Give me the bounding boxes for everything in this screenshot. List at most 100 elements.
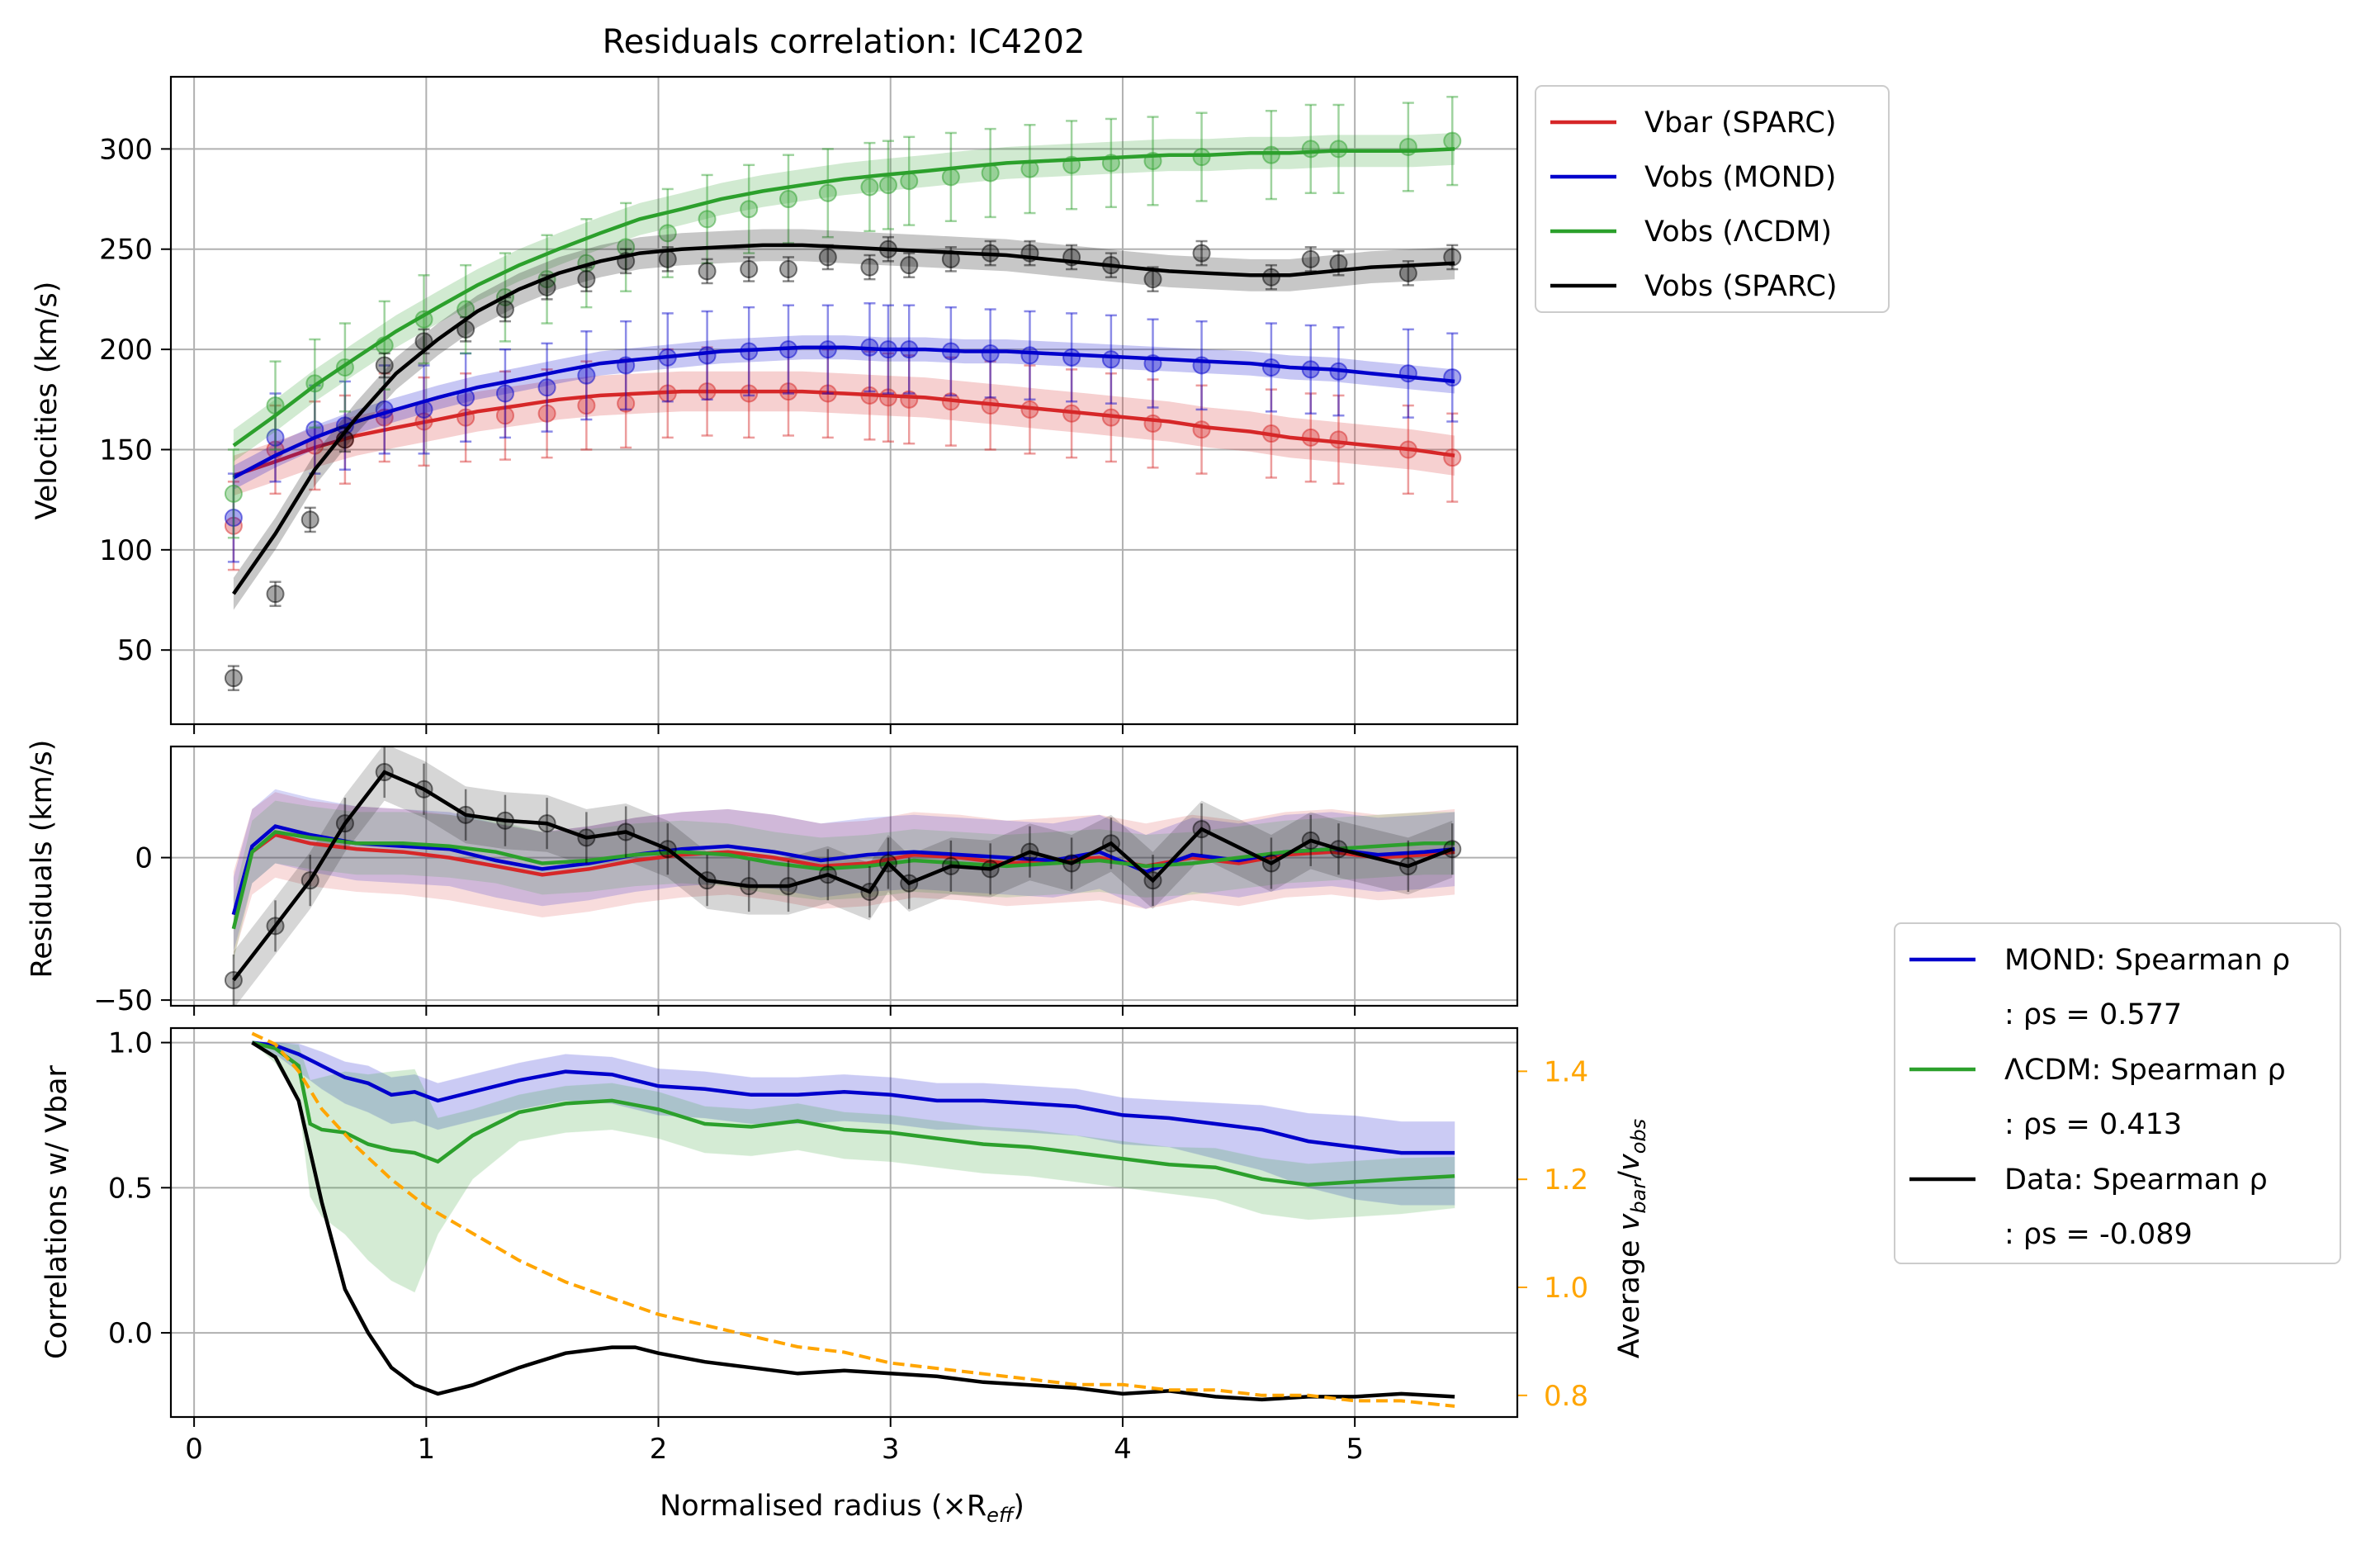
data-point xyxy=(537,404,556,423)
y-tick-label: 0.0 xyxy=(108,1317,153,1350)
series-line xyxy=(232,345,1455,480)
axes-frame xyxy=(169,75,1519,726)
legend-label: Vbar (SPARC) xyxy=(1644,107,1836,140)
data-point xyxy=(224,484,243,503)
data-point xyxy=(860,258,879,277)
data-point xyxy=(577,366,596,385)
series-line xyxy=(232,243,1455,595)
y-tick-label: 300 xyxy=(99,133,153,166)
y2-tick-label: 0.8 xyxy=(1544,1380,1588,1413)
panel-velocities: 50 100 150 200 250 300 Velocities (km/s) xyxy=(31,75,1519,734)
x-tick-label: 1 xyxy=(418,1433,436,1466)
legend-label: Vobs (ΛCDM) xyxy=(1644,216,1832,249)
data-point xyxy=(1261,268,1280,287)
confidence-band xyxy=(233,789,1455,952)
data-point xyxy=(698,210,717,229)
series-group xyxy=(224,96,1462,691)
data-point xyxy=(1192,148,1211,167)
data-point xyxy=(224,669,243,688)
panel-residuals: −50 0 Residuals (km/s) xyxy=(26,740,1519,1017)
data-point xyxy=(1101,350,1120,369)
series-line xyxy=(231,832,1455,916)
data-point xyxy=(818,340,837,359)
x-tick-label: 2 xyxy=(650,1433,668,1466)
legend-label-value: : ρs = 0.577 xyxy=(2004,998,2182,1031)
y-tick-label: 1.0 xyxy=(108,1027,153,1060)
data-point xyxy=(1443,131,1462,150)
data-point xyxy=(1301,249,1320,268)
y2-tick-label: 1.0 xyxy=(1544,1272,1588,1305)
data-point xyxy=(266,428,285,447)
series-line xyxy=(252,1040,1455,1155)
correlations-ylabel: Correlations w/ Vbar xyxy=(40,1064,73,1359)
series-line xyxy=(233,389,1455,478)
y-tick-label: 50 xyxy=(117,634,153,667)
legend-label-value: : ρs = 0.413 xyxy=(2004,1108,2182,1141)
data-point xyxy=(981,164,1000,182)
data-point xyxy=(300,510,319,529)
legend-label: ΛCDM: Spearman ρ xyxy=(2004,1054,2286,1087)
x-tick-label: 5 xyxy=(1346,1433,1364,1466)
figure-title: Residuals correlation: IC4202 xyxy=(603,23,1086,61)
data-point xyxy=(495,384,514,403)
correlations-plot-area: 0.8 1.0 1.2 1.4 0.0 0.5 1.0 0 1 2 3 4 5 xyxy=(108,1027,1588,1466)
y-tick-label: 250 xyxy=(99,234,153,267)
data-point xyxy=(941,168,960,187)
data-point xyxy=(1192,244,1211,263)
legend-label: Data: Spearman ρ xyxy=(2004,1163,2268,1197)
data-point xyxy=(1329,430,1348,449)
series-line xyxy=(251,1040,1455,1187)
data-point xyxy=(878,176,897,195)
data-point xyxy=(740,384,759,403)
data-point xyxy=(900,256,919,275)
data-point xyxy=(818,248,837,267)
x-axis-label: Normalised radius (×Reff) xyxy=(660,1490,1024,1527)
series-line xyxy=(232,147,1455,448)
data-point xyxy=(1020,346,1039,365)
x-tick-label: 0 xyxy=(185,1433,203,1466)
data-point xyxy=(779,260,798,279)
velocities-plot-area: 50 100 150 200 250 300 xyxy=(99,75,1519,734)
data-point xyxy=(698,346,717,365)
data-point xyxy=(1443,368,1462,387)
data-point xyxy=(658,224,677,243)
confidence-band xyxy=(233,792,1455,958)
data-point xyxy=(1143,270,1162,289)
data-point xyxy=(981,344,1000,363)
ratio-axis-label: Average vbar/vobs xyxy=(1613,1119,1650,1358)
y2-tick-label: 1.2 xyxy=(1544,1163,1588,1197)
axes-frame xyxy=(169,1026,1519,1419)
x-tick-label: 4 xyxy=(1114,1433,1132,1466)
y-tick-label: 0 xyxy=(135,842,153,875)
residuals-ylabel: Residuals (km/s) xyxy=(26,740,59,979)
y-tick-label: 200 xyxy=(99,334,153,367)
data-point xyxy=(1062,348,1081,367)
legend-label: Vobs (SPARC) xyxy=(1644,270,1838,303)
data-point xyxy=(658,249,677,268)
data-point xyxy=(779,190,798,209)
confidence-band xyxy=(233,229,1455,610)
velocities-ylabel: Velocities (km/s) xyxy=(31,282,64,520)
data-point xyxy=(698,262,717,281)
data-point xyxy=(495,300,514,319)
confidence-band xyxy=(233,133,1455,462)
series-line xyxy=(232,770,1454,982)
ratio-line xyxy=(251,1031,1455,1408)
legend-label: Vobs (MOND) xyxy=(1644,161,1836,194)
residuals-plot-area: −50 0 xyxy=(93,745,1519,1017)
data-point xyxy=(375,356,394,375)
data-point xyxy=(740,260,759,279)
y-tick-label: −50 xyxy=(93,984,153,1017)
y-tick-label: 0.5 xyxy=(108,1172,153,1205)
data-point xyxy=(1261,145,1280,164)
confidence-band xyxy=(233,746,1453,1006)
data-point xyxy=(900,172,919,191)
legend-correlations: MOND: Spearman ρ: ρs = 0.577 ΛCDM: Spearm… xyxy=(1894,922,2341,1264)
x-tick-label: 3 xyxy=(882,1433,900,1466)
data-point xyxy=(577,270,596,289)
axes-frame xyxy=(169,745,1519,1007)
data-point xyxy=(818,183,837,202)
y-tick-label: 100 xyxy=(99,534,153,567)
data-point xyxy=(1443,448,1462,467)
